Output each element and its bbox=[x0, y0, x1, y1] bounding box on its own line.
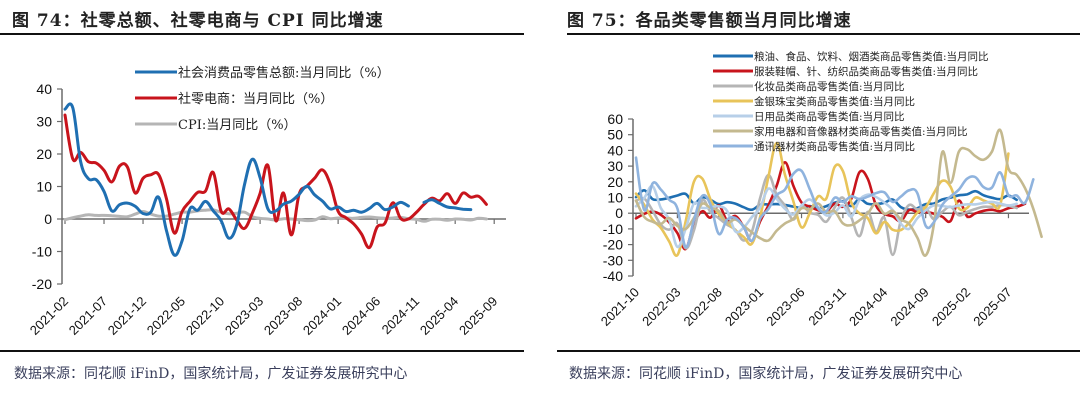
figure-74-title: 图 74：社零总额、社零电商与 CPI 同比增速 bbox=[12, 11, 384, 31]
y-tick-label: 30 bbox=[607, 158, 623, 174]
y-tick-label: 10 bbox=[36, 179, 52, 195]
x-tick-label: 2022-10 bbox=[183, 294, 227, 338]
x-tick-label: 2022-03 bbox=[639, 285, 683, 329]
y-tick-label: 40 bbox=[36, 81, 52, 97]
x-tick-label: 2024-09 bbox=[887, 285, 931, 329]
y-tick-label: 40 bbox=[607, 142, 623, 158]
figure-74-chart: 403020100-10-202021-022021-072021-122022… bbox=[27, 65, 506, 338]
x-tick-label: 2024-11 bbox=[379, 294, 423, 338]
series-line bbox=[634, 156, 1035, 249]
x-tick-label: 2021-07 bbox=[66, 294, 110, 338]
y-tick-label: 0 bbox=[44, 211, 52, 227]
legend-label: 社会消费品零售总额:当月同比（%） bbox=[178, 65, 390, 81]
legend-label: 家用电器和音像器材类商品零售类值:当月同比 bbox=[754, 125, 968, 138]
x-tick-label: 2021-02 bbox=[27, 294, 71, 338]
y-tick-label: 0 bbox=[615, 205, 623, 221]
y-tick-label: 50 bbox=[607, 127, 623, 143]
legend-label: CPI:当月同比（%） bbox=[178, 118, 297, 133]
y-tick-label: -40 bbox=[603, 268, 623, 284]
legend-label: 粮油、食品、饮料、烟酒类商品零售类值:当月同比 bbox=[754, 50, 989, 63]
x-tick-label: 2025-04 bbox=[417, 294, 461, 338]
figure-75-title: 图 75：各品类零售额当月同比增速 bbox=[567, 11, 852, 31]
title-rule bbox=[0, 33, 524, 35]
x-tick-label: 2025-07 bbox=[970, 285, 1014, 329]
y-tick-label: -20 bbox=[603, 237, 623, 253]
y-tick-label: -20 bbox=[32, 276, 52, 292]
source-rule bbox=[0, 350, 524, 352]
y-tick-label: 20 bbox=[607, 174, 623, 190]
x-tick-label: 2023-06 bbox=[763, 285, 807, 329]
figure-75-panel: 图 75：各品类零售额当月同比增速 60 50 40 30 20 10 0 -10 -20 -30… bbox=[553, 0, 1080, 411]
x-tick-label: 2022-08 bbox=[681, 285, 725, 329]
y-tick-label: -30 bbox=[603, 252, 623, 268]
legend-label: 日用品类商品零售类值:当月同比 bbox=[754, 110, 905, 123]
figure-75-chart: 6050403020100-10-20-30-402021-102022-032… bbox=[598, 50, 1043, 329]
series-line bbox=[634, 128, 1043, 257]
series-line bbox=[634, 141, 1010, 258]
x-tick-label: 2025-09 bbox=[456, 294, 500, 338]
x-tick-label: 2023-11 bbox=[805, 285, 849, 329]
x-tick-label: 2024-06 bbox=[339, 294, 383, 338]
x-tick-label: 2023-08 bbox=[261, 294, 305, 338]
y-tick-label: 60 bbox=[607, 111, 623, 127]
x-tick-label: 2023-03 bbox=[222, 294, 266, 338]
legend-label: 通讯器材类商品零售类值:当月同比 bbox=[754, 140, 915, 153]
legend-label: 化妆品类商品零售类值:当月同比 bbox=[754, 80, 905, 93]
y-tick-label: 30 bbox=[36, 114, 52, 130]
legend-label: 社零电商：当月同比（%） bbox=[178, 91, 333, 107]
series-line bbox=[63, 102, 410, 257]
legend-label: 服装鞋帽、针、纺织品类商品零售类值:当月同比 bbox=[754, 65, 978, 78]
title-rule bbox=[567, 33, 1080, 35]
legend-label: 金银珠宝类商品零售类值:当月同比 bbox=[754, 95, 915, 108]
y-tick-label: -10 bbox=[32, 244, 52, 260]
figure-74-source-note: 数据来源：同花顺 iFinD，国家统计局，广发证券发展研究中心 bbox=[14, 366, 408, 382]
x-tick-label: 2023-01 bbox=[722, 285, 766, 329]
x-tick-label: 2024-01 bbox=[300, 294, 344, 338]
x-tick-label: 2025-02 bbox=[929, 285, 973, 329]
y-tick-label: 10 bbox=[607, 190, 623, 206]
series-line bbox=[422, 198, 473, 212]
figure-74-panel: 图 74：社零总额、社零电商与 CPI 同比增速 40 30 20 10 0 -10 -20… bbox=[0, 0, 530, 411]
x-tick-label: 2021-12 bbox=[105, 294, 149, 338]
y-tick-label: 20 bbox=[36, 146, 52, 162]
x-tick-label: 2021-10 bbox=[598, 285, 642, 329]
series-line bbox=[634, 161, 1027, 251]
x-tick-label: 2022-05 bbox=[144, 294, 188, 338]
series-line bbox=[63, 113, 488, 250]
figure-75-source-note: 数据来源：同花顺 iFinD，国家统计局，广发证券发展研究中心 bbox=[569, 366, 963, 382]
x-tick-label: 2024-04 bbox=[846, 285, 890, 329]
y-tick-label: -10 bbox=[603, 221, 623, 237]
source-rule bbox=[557, 350, 1080, 352]
